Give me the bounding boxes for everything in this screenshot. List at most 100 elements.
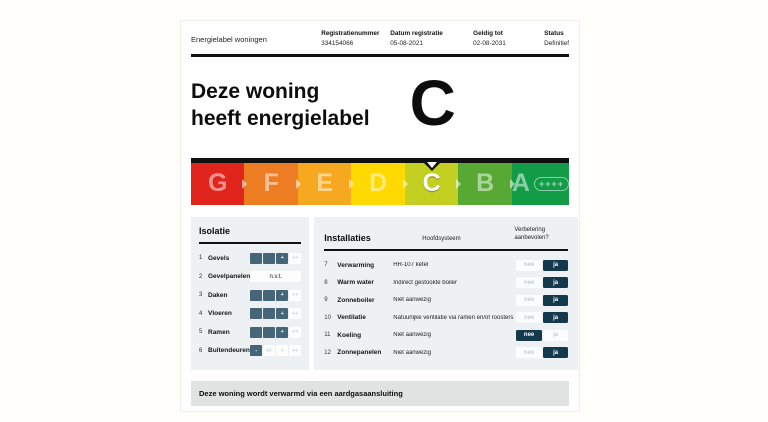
- status-badge: Definitief: [544, 40, 569, 47]
- panel-divider: [324, 248, 569, 251]
- rating-cell: [250, 326, 263, 338]
- energy-grade-letter: C: [409, 66, 456, 139]
- row-label: Warm water: [337, 279, 374, 287]
- field-value: 02-08-2031: [473, 40, 506, 47]
- segment-letter: E: [316, 169, 334, 197]
- rating-cell: [250, 252, 263, 264]
- segment-letter: G: [208, 169, 228, 197]
- advice-nee-chip: nee: [516, 259, 542, 271]
- segment-letter: B: [476, 169, 495, 197]
- advice-nee-chip: nee: [516, 347, 542, 359]
- rating-cell: [250, 308, 263, 319]
- row-number: 7: [324, 262, 328, 269]
- advice-ja-chip: ja: [542, 277, 569, 289]
- advice-nee-chip: nee: [516, 294, 542, 306]
- scale-segment-g: G: [191, 162, 245, 205]
- system-value: Niet aanwezig: [393, 332, 431, 339]
- installation-row-warm-water: 8 Warm water Indirect gestookte boiler n…: [324, 277, 569, 289]
- installation-row-ventilatie: 10 Ventilatie Natuurlijke ventilatie via…: [324, 312, 569, 324]
- row-label: Zonneboiler: [337, 296, 375, 304]
- rating-cell: [263, 289, 276, 301]
- advice-ja-chip: ja: [542, 294, 569, 306]
- insulation-row-vloeren: 4 Vloeren + ++: [199, 308, 302, 319]
- advice-toggle: nee ja: [516, 277, 569, 289]
- heating-source-banner: Deze woning wordt verwarmd via een aardg…: [191, 380, 569, 406]
- scale-segment-e: E: [297, 162, 352, 205]
- installation-row-verwarming: 7 Verwarming HR-107 ketel nee ja: [324, 259, 569, 271]
- insulation-title: Isolatie: [199, 225, 231, 236]
- row-number: 1: [199, 255, 203, 261]
- system-value: Indirect gestookte boiler: [393, 279, 457, 286]
- row-number: 6: [199, 347, 203, 354]
- row-label: Daken: [208, 291, 228, 299]
- segment-letter: F: [263, 169, 279, 197]
- field-status: Status Definitief: [544, 30, 569, 47]
- field-label: Datum registratie: [390, 30, 443, 37]
- row-number: 11: [324, 332, 331, 339]
- hero-text: Deze woning heeft energielabel: [191, 79, 370, 133]
- row-number: 12: [324, 349, 331, 356]
- scale-segment-a: A ++++: [511, 162, 569, 205]
- field-value: 05-08-2021: [390, 40, 423, 47]
- row-label: Buitendeuren: [208, 347, 250, 354]
- document-header: Energielabel woningen Registratienummer …: [181, 21, 579, 54]
- hero-line1: Deze woning: [191, 80, 320, 104]
- column-header-system: Hoofdsysteem: [422, 235, 461, 242]
- scale-segments: G F E D C B A ++++: [191, 161, 569, 205]
- installation-row-koeling: 11 Koeling Niet aanwezig nee ja: [324, 329, 569, 341]
- rating-cell: [263, 252, 276, 264]
- advice-toggle: nee ja: [516, 312, 569, 324]
- field-label: Registratienummer: [321, 30, 380, 37]
- rating-cells: + ++: [250, 326, 302, 338]
- insulation-panel: Isolatie 1 Gevels + ++ 2 Gevelpanelen n.…: [191, 216, 310, 370]
- column-header-advice: Verbetering aanbevolen?: [514, 226, 549, 242]
- advice-ja-chip: ja: [542, 347, 569, 359]
- segment-letter: D: [369, 169, 388, 197]
- rating-cells: + ++: [250, 289, 302, 301]
- row-number: 2: [199, 273, 203, 280]
- a-plus-plus-badge: ++++: [533, 176, 569, 191]
- rating-cell: +: [276, 326, 289, 338]
- document-title: Energielabel woningen: [191, 35, 267, 44]
- rating-cells: + ++: [250, 252, 302, 264]
- advice-ja-chip: ja: [542, 259, 569, 271]
- advice-nee-chip: nee: [516, 329, 542, 341]
- rating-cell: [263, 308, 276, 319]
- system-value: Natuurlijke ventilatie via ramen en/of r…: [393, 314, 514, 321]
- field-registration-date: Datum registratie 05-08-2021: [390, 30, 473, 47]
- advice-nee-chip: nee: [516, 312, 542, 324]
- detail-panels: Isolatie 1 Gevels + ++ 2 Gevelpanelen n.…: [191, 216, 579, 370]
- panel-divider: [199, 241, 302, 244]
- row-label: Koeling: [337, 331, 362, 339]
- rating-cell: [250, 289, 263, 301]
- scale-segment-b: B: [458, 162, 512, 205]
- field-value: 334154066: [321, 40, 354, 47]
- installations-header: Installaties Hoofdsysteem Verbetering aa…: [324, 226, 568, 243]
- row-number: 8: [324, 279, 328, 286]
- scale-segment-c: C: [404, 161, 459, 205]
- installation-row-zonnepanelen: 12 Zonnepanelen Niet aanwezig nee ja: [324, 347, 569, 359]
- rating-cell: ++: [289, 345, 302, 356]
- field-valid-until: Geldig tot 02-08-2031: [473, 30, 544, 47]
- segment-letter: C: [422, 169, 441, 197]
- field-label: Geldig tot: [473, 30, 503, 37]
- row-number: 10: [324, 314, 331, 321]
- rating-cell: +: [276, 308, 289, 319]
- rating-cell: ++: [289, 326, 302, 338]
- rating-cells: - +/- + ++: [250, 345, 302, 356]
- field-label: Status: [544, 30, 564, 37]
- row-label: Ventilatie: [337, 314, 366, 322]
- rating-cell: +: [276, 252, 289, 264]
- rating-cell: +/-: [263, 345, 276, 356]
- not-applicable-value: n.v.t.: [250, 271, 302, 282]
- advice-toggle: nee ja: [516, 294, 569, 306]
- field-registration-number: Registratienummer 334154066: [321, 30, 390, 47]
- row-label: Gevelpanelen: [208, 273, 251, 280]
- row-number: 4: [199, 310, 203, 317]
- installations-panel: Installaties Hoofdsysteem Verbetering aa…: [314, 216, 579, 370]
- rating-cell: [263, 326, 276, 338]
- header-divider: [191, 54, 569, 57]
- row-number: 5: [199, 329, 203, 335]
- rating-cell: +: [276, 345, 289, 356]
- row-label: Zonnepanelen: [337, 349, 382, 357]
